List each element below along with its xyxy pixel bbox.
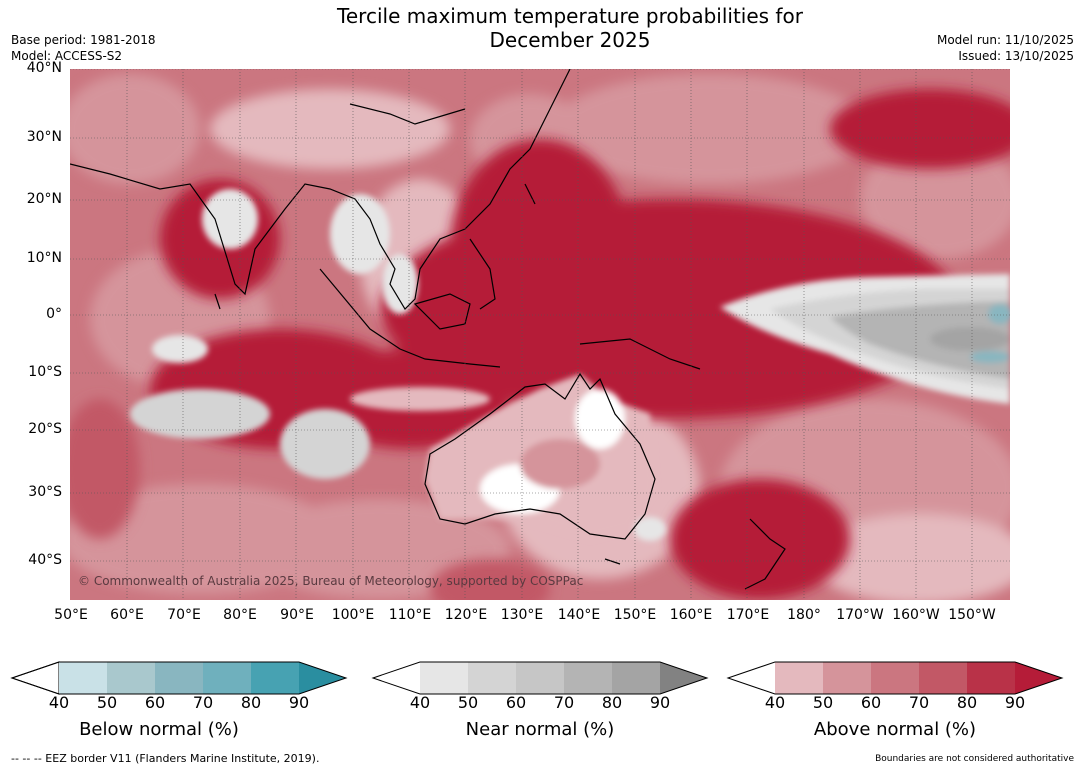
eez-legend-note: -- -- -- EEZ border V11 (Flanders Marine… [11, 752, 320, 765]
lon-label-90e: 90°E [280, 607, 314, 623]
model-run: Model run: 11/10/2025 [936, 33, 1074, 47]
lat-label-40n: 40°N [26, 60, 62, 76]
cb-above-tick-40: 40 [764, 693, 786, 712]
taiwan [524, 183, 536, 205]
near-normal-tongue [720, 274, 1010, 404]
near-normal-patches [130, 189, 666, 541]
cb-near-3 [564, 662, 612, 694]
title-line-2: December 2025 [489, 28, 651, 52]
cb-near-1 [468, 662, 516, 694]
sumatra-java [319, 268, 501, 368]
colorbar-above [726, 661, 1064, 695]
lat-label-30s: 30°S [28, 484, 62, 500]
lon-label-150w: 150°W [948, 607, 996, 623]
cb-below-tick-90: 90 [288, 693, 310, 712]
cb-above-5 [1015, 662, 1062, 694]
lat-label-10s: 10°S [28, 364, 62, 380]
cb-below-tick-60: 60 [144, 693, 166, 712]
cb-above-4 [967, 662, 1015, 694]
cb-above-3 [919, 662, 967, 694]
cb-near-tick-90: 90 [649, 693, 671, 712]
cb-near-tick-40: 40 [409, 693, 431, 712]
base-period: Base period: 1981-2018 [11, 33, 156, 47]
colorbar-near [371, 661, 709, 695]
cb-below-tick-40: 40 [48, 693, 70, 712]
lon-label-70e: 70°E [167, 607, 201, 623]
above-normal-label: Above normal (%) [813, 719, 977, 740]
philippines [469, 238, 496, 310]
cb-near-0 [420, 662, 468, 694]
cb-below-tick-50: 50 [96, 693, 118, 712]
cb-above-tick-80: 80 [956, 693, 978, 712]
sri-lanka [214, 293, 221, 310]
cb-below-2 [155, 662, 203, 694]
cb-below-3 [203, 662, 251, 694]
cb-near-5 [660, 662, 707, 694]
cb-above-2 [871, 662, 919, 694]
lon-label-150e: 150°E [613, 607, 657, 623]
cb-near-4 [612, 662, 660, 694]
lon-label-180: 180° [787, 607, 821, 623]
lon-label-140e: 140°E [557, 607, 601, 623]
map-title: Tercile maximum temperature probabilitie… [0, 4, 1085, 52]
cb-above-tick-70: 70 [908, 693, 930, 712]
lon-label-130e: 130°E [500, 607, 544, 623]
australia-coastline [424, 372, 656, 540]
cb-near-tick-80: 80 [601, 693, 623, 712]
tasmania [604, 558, 621, 565]
cb-above-1 [823, 662, 871, 694]
lon-label-80e: 80°E [223, 607, 257, 623]
cb-above-tick-50: 50 [812, 693, 834, 712]
lon-label-170e: 170°E [726, 607, 770, 623]
near-normal-label: Near normal (%) [465, 719, 615, 740]
lat-label-20s: 20°S [28, 421, 62, 437]
title-line-1: Tercile maximum temperature probabilitie… [337, 4, 803, 28]
cb-near-tick-70: 70 [553, 693, 575, 712]
lon-label-170w: 170°W [836, 607, 884, 623]
cb-near-2 [516, 662, 564, 694]
coastlines [70, 69, 786, 590]
lat-label-30n: 30°N [26, 129, 62, 145]
cb-above-tick-90: 90 [1004, 693, 1026, 712]
below-normal-label: Below normal (%) [79, 719, 239, 740]
map-svg [70, 69, 1010, 600]
lon-label-160w: 160°W [892, 607, 940, 623]
lat-label-40s: 40°S [28, 552, 62, 568]
lon-label-120e: 120°E [444, 607, 488, 623]
cb-near-tick-60: 60 [505, 693, 527, 712]
copyright-notice: © Commonwealth of Australia 2025, Bureau… [78, 574, 584, 588]
colorbar-below [10, 661, 348, 695]
colorbars [10, 661, 1064, 695]
graticule [70, 69, 1010, 600]
cb-below-tick-70: 70 [192, 693, 214, 712]
boundaries-disclaimer: Boundaries are not considered authoritat… [875, 754, 1074, 764]
cb-near-tick-50: 50 [457, 693, 479, 712]
meta-left: Base period: 1981-2018 Model: ACCESS-S2 [11, 32, 156, 64]
lon-label-60e: 60°E [110, 607, 144, 623]
asia-coastline [70, 69, 571, 310]
issued-date: Issued: 13/10/2025 [958, 49, 1074, 63]
lat-label-20n: 20°N [26, 191, 62, 207]
cb-below-4 [251, 662, 299, 694]
cb-above-0 [775, 662, 823, 694]
lat-label-10n: 10°N [26, 250, 62, 266]
model-name: Model: ACCESS-S2 [11, 49, 123, 63]
lon-label-100e: 100°E [331, 607, 375, 623]
cb-below-0 [59, 662, 107, 694]
lon-label-160e: 160°E [669, 607, 713, 623]
new-zealand [744, 518, 786, 590]
new-guinea [579, 338, 701, 370]
china-coast [349, 103, 466, 125]
cb-above-tick-60: 60 [860, 693, 882, 712]
australia-interior [425, 374, 655, 539]
cb-below-tick-80: 80 [240, 693, 262, 712]
cb-below-1 [107, 662, 155, 694]
lon-label-50e: 50°E [54, 607, 88, 623]
cb-below-5 [299, 662, 346, 694]
lat-label-0: 0° [46, 306, 62, 322]
meta-right: Model run: 11/10/2025 Issued: 13/10/2025 [937, 32, 1074, 64]
borneo [413, 293, 471, 330]
lon-label-110e: 110°E [388, 607, 432, 623]
probability-map [70, 69, 1010, 600]
